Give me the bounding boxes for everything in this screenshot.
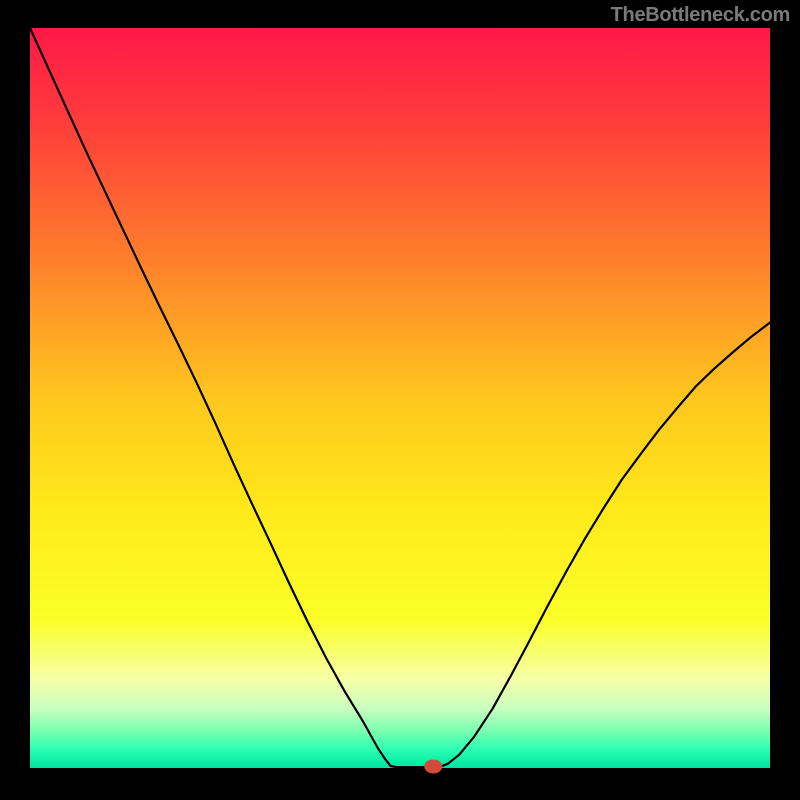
- optimum-marker: [424, 760, 442, 774]
- plot-background: [30, 28, 770, 768]
- watermark-text: TheBottleneck.com: [611, 4, 790, 27]
- bottleneck-chart: [0, 0, 800, 800]
